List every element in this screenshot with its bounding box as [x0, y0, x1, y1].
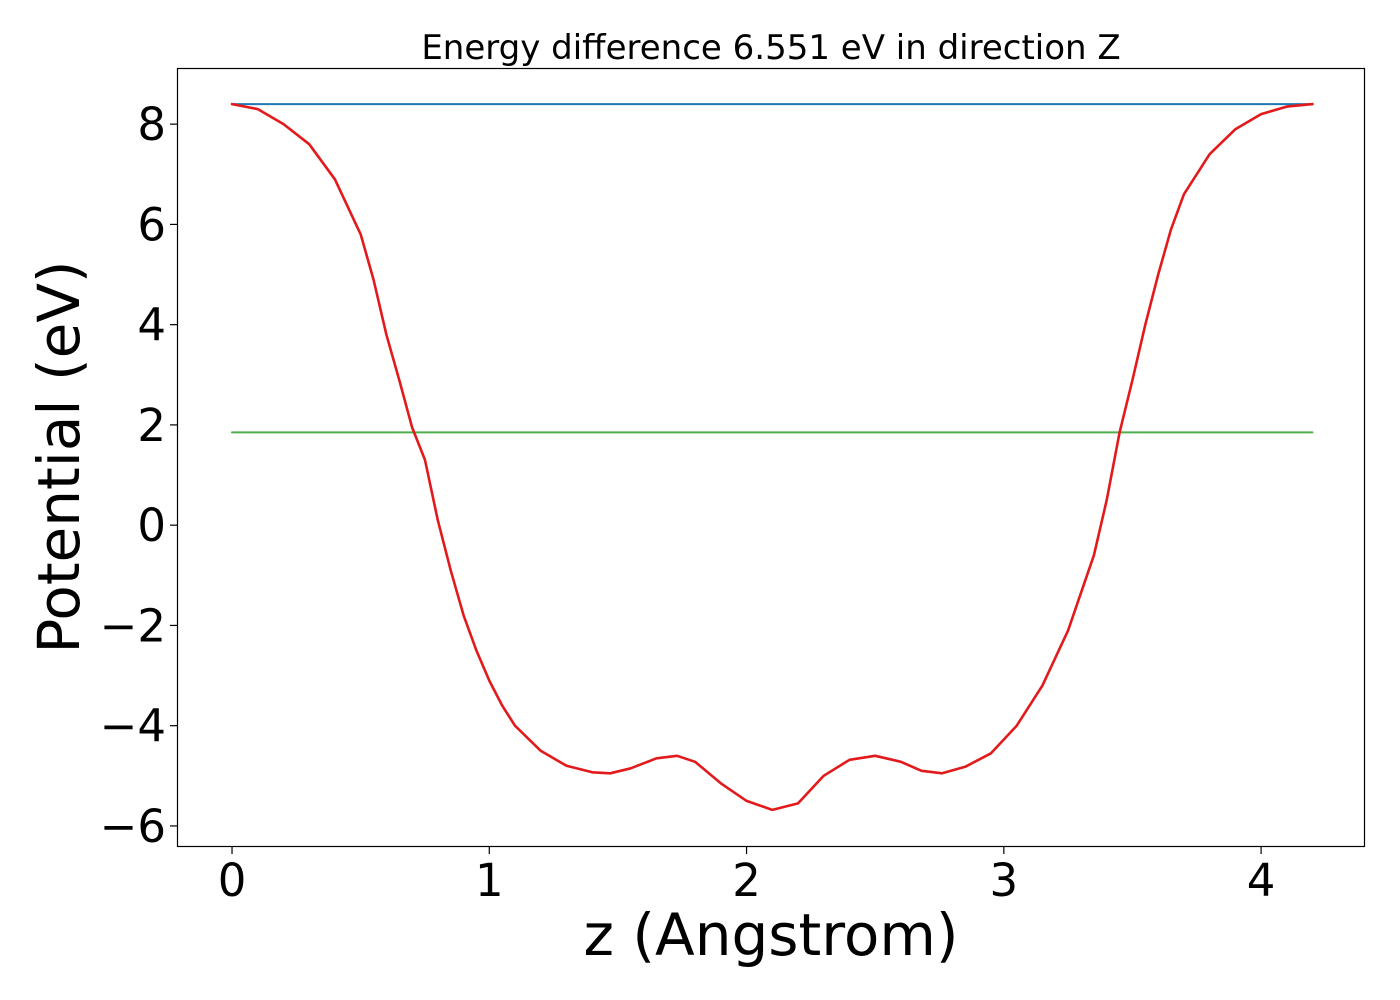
- x-tick-label: 0: [218, 854, 247, 907]
- x-tick-label: 2: [732, 854, 761, 907]
- plot-frame: [176, 67, 1366, 848]
- y-axis: −6 −4 −2 0 2 4 6 8: [100, 98, 178, 853]
- y-tick-label: 8: [137, 98, 166, 151]
- y-tick-label: 6: [137, 198, 166, 251]
- y-tick-label: −6: [100, 800, 166, 853]
- x-tick-label: 1: [475, 854, 504, 907]
- y-tick-label: −4: [100, 700, 166, 753]
- x-axis-label: z (Angstrom): [584, 901, 959, 969]
- y-tick-label: 2: [137, 399, 166, 452]
- y-tick-label: 4: [137, 299, 166, 352]
- x-tick-label: 4: [1247, 854, 1276, 907]
- x-axis: 0 1 2 3 4: [218, 846, 1276, 907]
- y-tick-label: −2: [100, 599, 166, 652]
- chart-title: Energy difference 6.551 eV in direction …: [421, 28, 1120, 68]
- plot-area: [230, 102, 1314, 812]
- y-tick-label: 0: [137, 499, 166, 552]
- x-tick-label: 3: [990, 854, 1019, 907]
- series-potential: [230, 102, 1314, 812]
- y-axis-label: Potential (eV): [25, 260, 93, 653]
